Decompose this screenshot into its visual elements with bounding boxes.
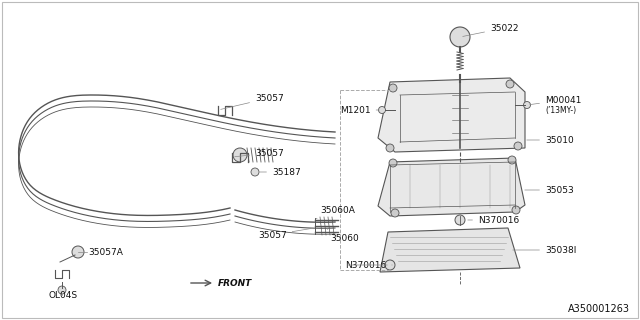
Circle shape bbox=[72, 246, 84, 258]
Text: N370016: N370016 bbox=[345, 260, 392, 269]
Circle shape bbox=[251, 168, 259, 176]
Text: 35057: 35057 bbox=[221, 93, 284, 109]
Circle shape bbox=[389, 159, 397, 167]
Circle shape bbox=[450, 27, 470, 47]
Polygon shape bbox=[378, 78, 525, 152]
Text: M1201: M1201 bbox=[340, 106, 380, 115]
Circle shape bbox=[378, 107, 385, 114]
Polygon shape bbox=[380, 228, 520, 272]
Circle shape bbox=[506, 80, 514, 88]
Text: M00041: M00041 bbox=[530, 95, 581, 105]
Text: 35057A: 35057A bbox=[88, 247, 123, 257]
Text: 35038I: 35038I bbox=[513, 245, 577, 254]
Circle shape bbox=[233, 148, 247, 162]
Text: 35060A: 35060A bbox=[316, 205, 355, 219]
Text: 35010: 35010 bbox=[527, 135, 573, 145]
Text: (’13MY-): (’13MY-) bbox=[545, 106, 576, 115]
Circle shape bbox=[524, 101, 531, 108]
Circle shape bbox=[512, 206, 520, 214]
Circle shape bbox=[389, 84, 397, 92]
Circle shape bbox=[455, 215, 465, 225]
Text: 35057: 35057 bbox=[235, 148, 284, 157]
Text: 35187: 35187 bbox=[260, 167, 301, 177]
Circle shape bbox=[391, 209, 399, 217]
Text: 35053: 35053 bbox=[525, 186, 573, 195]
Text: A350001263: A350001263 bbox=[568, 304, 630, 314]
Text: OL04S: OL04S bbox=[48, 291, 77, 300]
Text: N370016: N370016 bbox=[468, 215, 519, 225]
Circle shape bbox=[514, 142, 522, 150]
Text: 35022: 35022 bbox=[463, 23, 518, 36]
Circle shape bbox=[58, 286, 66, 294]
Text: 35060: 35060 bbox=[328, 229, 359, 243]
Circle shape bbox=[386, 144, 394, 152]
Circle shape bbox=[385, 260, 395, 270]
Text: FRONT: FRONT bbox=[218, 278, 252, 287]
Text: 35057: 35057 bbox=[258, 228, 311, 239]
Circle shape bbox=[508, 156, 516, 164]
Polygon shape bbox=[378, 158, 525, 216]
